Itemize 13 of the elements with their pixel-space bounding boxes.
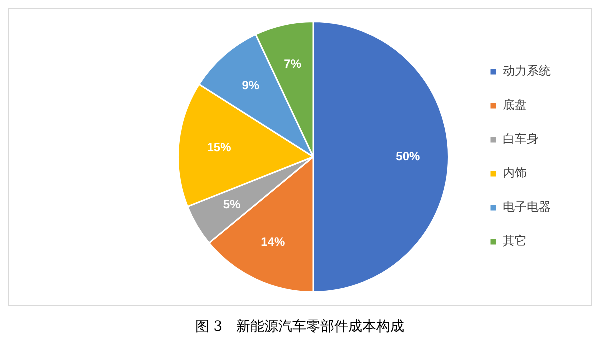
data-label: 5% (223, 198, 242, 212)
legend-label: 底盘 (503, 98, 527, 112)
data-label: 15% (207, 140, 232, 154)
legend-label: 动力系统 (503, 64, 551, 78)
legend-label: 内饰 (503, 166, 527, 180)
data-label: 14% (261, 234, 286, 249)
text: 图 3 新能源汽车零部件成本构成 (194, 318, 406, 336)
data-label: 7% (284, 56, 302, 71)
data-label: 50% (396, 149, 421, 164)
legend-label: 电子电器 (503, 200, 551, 214)
legend-label: 其它 (503, 234, 527, 248)
data-label: 9% (242, 78, 260, 92)
legend-label: 白车身 (503, 132, 539, 146)
